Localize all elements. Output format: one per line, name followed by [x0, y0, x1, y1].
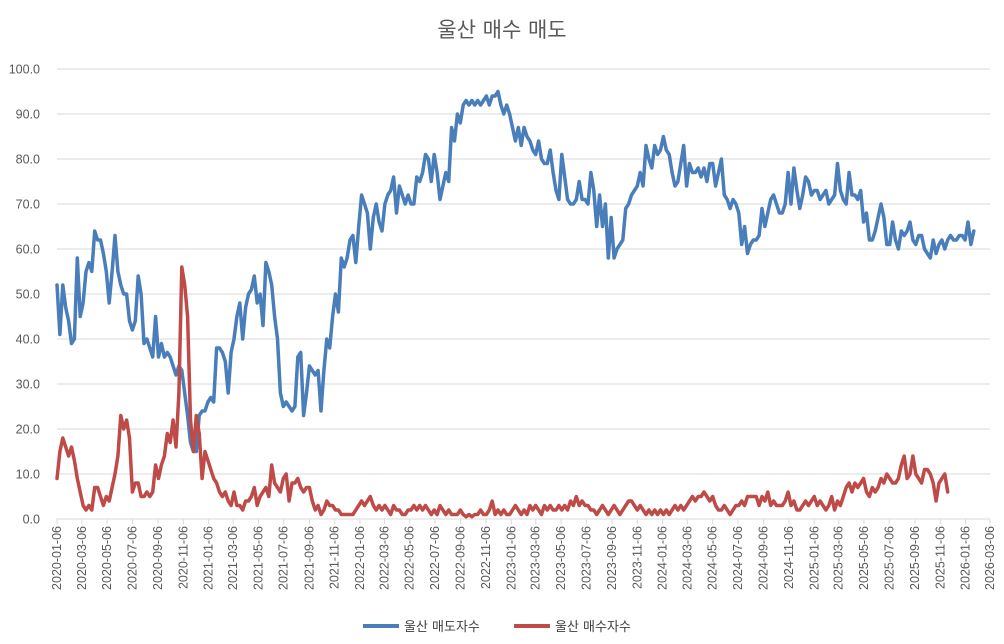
x-tick-label: 2022-11-06 — [479, 526, 493, 589]
x-tick-label: 2025-05-06 — [857, 526, 871, 590]
x-tick-label: 2021-03-06 — [226, 526, 240, 590]
y-tick-label: 100.0 — [9, 63, 40, 77]
legend: 울산 매도자수 울산 매수자수 — [363, 620, 631, 635]
y-tick-label: 80.0 — [16, 153, 40, 167]
x-tick-label: 2020-03-06 — [75, 526, 89, 590]
x-tick-label: 2023-01-06 — [504, 526, 518, 590]
x-tick-label: 2022-01-06 — [353, 526, 367, 590]
x-tick-label: 2021-11-06 — [328, 526, 342, 589]
legend-label-sell: 울산 매도자수 — [404, 620, 480, 635]
x-tick-label: 2022-07-06 — [428, 526, 442, 590]
y-tick-label: 50.0 — [16, 288, 40, 302]
x-tick-label: 2020-07-06 — [125, 526, 139, 590]
y-tick-label: 10.0 — [16, 468, 40, 482]
x-tick-label: 2021-09-06 — [302, 526, 316, 590]
y-tick-label: 90.0 — [16, 108, 40, 122]
y-axis-ticks: 0.0 10.0 20.0 30.0 40.0 50.0 60.0 70.0 80.0 90.0 1… — [9, 63, 40, 527]
x-tick-label: 2020-01-06 — [50, 526, 64, 590]
x-tick-label: 2023-03-06 — [529, 526, 543, 590]
x-tick-label: 2022-05-06 — [403, 526, 417, 590]
x-tick-label: 2024-09-06 — [757, 526, 771, 590]
x-tick-label: 2024-05-06 — [706, 526, 720, 590]
x-tick-label: 2022-03-06 — [377, 526, 391, 590]
chart-title: 울산 매수 매도 — [437, 18, 566, 42]
series-line-sell — [55, 89, 976, 454]
x-tick-label: 2020-11-06 — [176, 526, 190, 589]
x-tick-label: 2024-01-06 — [656, 526, 670, 590]
x-tick-label: 2024-11-06 — [782, 526, 796, 589]
x-tick-label: 2023-05-06 — [554, 526, 568, 590]
y-tick-label: 40.0 — [16, 333, 40, 347]
y-tick-label: 70.0 — [16, 198, 40, 212]
y-tick-label: 30.0 — [16, 378, 40, 392]
x-tick-label: 2025-01-06 — [807, 526, 821, 590]
x-tick-label: 2023-09-06 — [605, 526, 619, 590]
x-tick-label: 2026-01-06 — [959, 526, 973, 590]
x-tick-label: 2025-09-06 — [908, 526, 922, 590]
series-line-buy — [55, 265, 950, 519]
legend-label-buy: 울산 매수자수 — [555, 620, 631, 635]
x-tick-label: 2023-07-06 — [579, 526, 593, 590]
x-tick-label: 2024-03-06 — [680, 526, 694, 590]
x-tick-label: 2025-03-06 — [832, 526, 846, 590]
y-tick-label: 20.0 — [16, 423, 40, 437]
x-tick-label: 2025-07-06 — [882, 526, 896, 590]
x-tick-label: 2023-11-06 — [630, 526, 644, 589]
y-tick-label: 0.0 — [23, 513, 40, 527]
x-tick-label: 2022-09-06 — [454, 526, 468, 590]
x-tick-label: 2021-01-06 — [202, 526, 216, 590]
x-tick-label: 2021-07-06 — [277, 526, 291, 590]
x-tick-label: 2026-03-06 — [983, 526, 997, 590]
x-tick-label: 2021-05-06 — [251, 526, 265, 590]
x-axis-ticks: 2020-01-06 2020-03-06 2020-05-06 2020-07-06… — [50, 519, 997, 590]
x-tick-label: 2025-11-06 — [933, 526, 947, 589]
series-lines — [55, 89, 976, 519]
x-tick-label: 2020-05-06 — [100, 526, 114, 590]
x-tick-label: 2020-09-06 — [151, 526, 165, 590]
y-tick-label: 60.0 — [16, 243, 40, 257]
x-tick-label: 2024-07-06 — [731, 526, 745, 590]
